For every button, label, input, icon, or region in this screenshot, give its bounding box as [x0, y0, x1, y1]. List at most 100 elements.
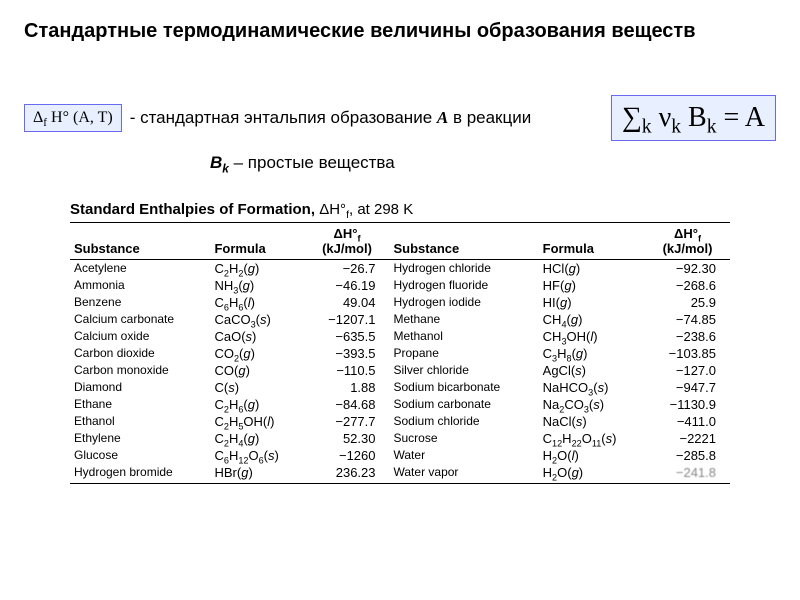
cell-formula: H2O(l)	[539, 447, 645, 464]
table-row: EthaneC2H6(g)−84.68Sodium carbonateNa2CO…	[70, 396, 730, 413]
table-row: AcetyleneC2H2(g)−26.7Hydrogen chlorideHC…	[70, 260, 730, 278]
cell-substance: Propane	[390, 345, 539, 362]
cell-value: −393.5	[305, 345, 390, 362]
cell-substance: Carbon dioxide	[70, 345, 210, 362]
cell-formula: C2H2(g)	[210, 260, 304, 278]
table-row: Carbon dioxideCO2(g)−393.5PropaneC3H8(g)…	[70, 345, 730, 362]
cell-value: −84.68	[305, 396, 390, 413]
cell-formula: CaCO3(s)	[210, 311, 304, 328]
cell-formula: C2H6(g)	[210, 396, 304, 413]
enthalpy-table-wrap: Standard Enthalpies of Formation, ΔH°f, …	[70, 201, 730, 484]
hdr-substance-1: Substance	[70, 223, 210, 260]
cell-substance: Sucrose	[390, 430, 539, 447]
cell-value: 49.04	[305, 294, 390, 311]
def-a: A	[437, 108, 448, 127]
table-row: BenzeneC6H6(l)49.04Hydrogen iodideHI(g)2…	[70, 294, 730, 311]
table-row: EthanolC2H5OH(l)−277.7Sodium chlorideNaC…	[70, 413, 730, 430]
cell-formula: NaHCO3(s)	[539, 379, 645, 396]
cell-value: −268.6	[645, 277, 730, 294]
cell-formula: CaO(s)	[210, 328, 304, 345]
cell-formula: CO2(g)	[210, 345, 304, 362]
cell-formula: C2H5OH(l)	[210, 413, 304, 430]
cell-substance: Calcium oxide	[70, 328, 210, 345]
cell-formula: C3H8(g)	[539, 345, 645, 362]
cell-substance: Hydrogen chloride	[390, 260, 539, 278]
table-header-row: Substance Formula ΔH°f(kJ/mol) Substance…	[70, 223, 730, 260]
reaction-formula-box: ∑k νk Bk = A	[611, 95, 776, 141]
hdr-formula-2: Formula	[539, 223, 645, 260]
def-suffix: в реакции	[448, 108, 531, 127]
cell-formula: C(s)	[210, 379, 304, 396]
cell-formula: C2H4(g)	[210, 430, 304, 447]
table-row: AmmoniaNH3(g)−46.19Hydrogen fluorideHF(g…	[70, 277, 730, 294]
table-row: Calcium carbonateCaCO3(s)−1207.1MethaneC…	[70, 311, 730, 328]
enthalpy-table: Substance Formula ΔH°f(kJ/mol) Substance…	[70, 222, 730, 484]
cell-formula: C6H12O6(s)	[210, 447, 304, 464]
cell-value: −110.5	[305, 362, 390, 379]
cell-substance: Methanol	[390, 328, 539, 345]
cell-value: −285.8	[645, 447, 730, 464]
cell-formula: HBr(g)	[210, 464, 304, 484]
cell-formula: HCl(g)	[539, 260, 645, 278]
cell-substance: Methane	[390, 311, 539, 328]
cell-value: −46.19	[305, 277, 390, 294]
cell-formula: C12H22O11(s)	[539, 430, 645, 447]
cell-value: −1260	[305, 447, 390, 464]
cell-substance: Hydrogen iodide	[390, 294, 539, 311]
cell-value: −1207.1	[305, 311, 390, 328]
cell-substance: Sodium chloride	[390, 413, 539, 430]
hdr-dh-2: ΔH°f(kJ/mol)	[645, 223, 730, 260]
hdr-dh-1: ΔH°f(kJ/mol)	[305, 223, 390, 260]
table-row: Hydrogen bromideHBr(g)236.23Water vaporH…	[70, 464, 730, 484]
table-row: DiamondC(s)1.88Sodium bicarbonateNaHCO3(…	[70, 379, 730, 396]
cell-formula: CH4(g)	[539, 311, 645, 328]
table-row: GlucoseC6H12O6(s)−1260WaterH2O(l)−285.8	[70, 447, 730, 464]
cell-value: −74.85	[645, 311, 730, 328]
cell-substance: Carbon monoxide	[70, 362, 210, 379]
cell-substance: Ethane	[70, 396, 210, 413]
cell-substance: Ethanol	[70, 413, 210, 430]
cell-value: 1.88	[305, 379, 390, 396]
cell-substance: Calcium carbonate	[70, 311, 210, 328]
enthalpy-symbol-box: Δf H° (A, T)	[24, 104, 122, 132]
hdr-substance-2: Substance	[390, 223, 539, 260]
cell-value: 236.23	[305, 464, 390, 484]
table-row: EthyleneC2H4(g)52.30SucroseC12H22O11(s)−…	[70, 430, 730, 447]
cell-value: −635.5	[305, 328, 390, 345]
cell-value: −241.8	[645, 464, 730, 484]
caption-strong: Standard Enthalpies of Formation,	[70, 201, 315, 218]
hdr-formula-1: Formula	[210, 223, 304, 260]
cell-formula: NH3(g)	[210, 277, 304, 294]
cell-substance: Hydrogen bromide	[70, 464, 210, 484]
cell-value: 25.9	[645, 294, 730, 311]
cell-formula: NaCl(s)	[539, 413, 645, 430]
table-body: AcetyleneC2H2(g)−26.7Hydrogen chlorideHC…	[70, 260, 730, 484]
cell-formula: HI(g)	[539, 294, 645, 311]
cell-substance: Benzene	[70, 294, 210, 311]
cell-value: −411.0	[645, 413, 730, 430]
cell-substance: Water	[390, 447, 539, 464]
caption-rest: ΔH°f, at 298 K	[315, 201, 413, 218]
cell-substance: Glucose	[70, 447, 210, 464]
cell-substance: Sodium bicarbonate	[390, 379, 539, 396]
cell-formula: CH3OH(l)	[539, 328, 645, 345]
def-prefix: - стандартная энтальпия образование	[130, 108, 437, 127]
cell-substance: Silver chloride	[390, 362, 539, 379]
cell-substance: Ethylene	[70, 430, 210, 447]
table-row: Carbon monoxideCO(g)−110.5Silver chlorid…	[70, 362, 730, 379]
page-title: Стандартные термодинамические величины о…	[0, 0, 800, 43]
bk-symbol: Bk	[210, 153, 229, 172]
cell-value: −2221	[645, 430, 730, 447]
cell-substance: Diamond	[70, 379, 210, 396]
cell-value: −277.7	[305, 413, 390, 430]
cell-value: −103.85	[645, 345, 730, 362]
cell-value: −947.7	[645, 379, 730, 396]
cell-substance: Water vapor	[390, 464, 539, 484]
cell-substance: Ammonia	[70, 277, 210, 294]
cell-substance: Sodium carbonate	[390, 396, 539, 413]
cell-formula: Na2CO3(s)	[539, 396, 645, 413]
cell-value: −127.0	[645, 362, 730, 379]
table-caption: Standard Enthalpies of Formation, ΔH°f, …	[70, 201, 730, 222]
cell-substance: Hydrogen fluoride	[390, 277, 539, 294]
cell-formula: AgCl(s)	[539, 362, 645, 379]
